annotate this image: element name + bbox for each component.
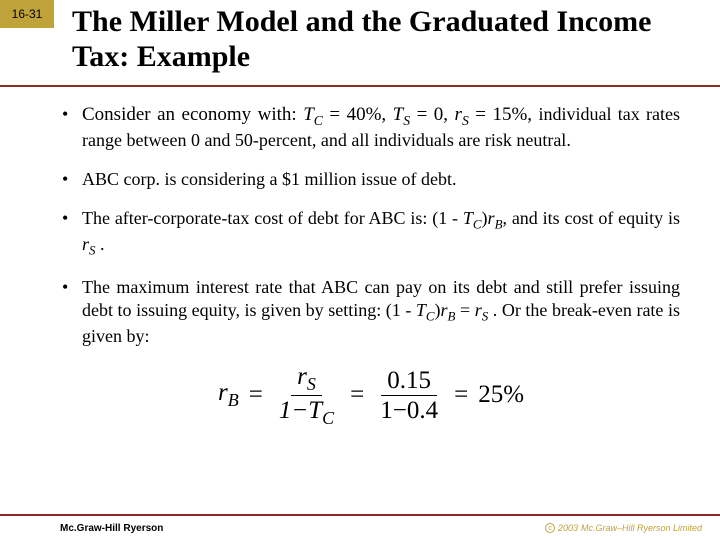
fraction-numeric: 0.15 1−0.4	[374, 368, 444, 423]
b4-mid2: =	[455, 300, 474, 320]
bullet-1: Consider an economy with: TC = 40%, TS =…	[62, 103, 680, 152]
frac2-num: 0.15	[381, 368, 437, 396]
footer-right-text: Mc.Graw–Hill Ryerson Limited	[581, 523, 702, 533]
f1-num-sub: S	[307, 374, 316, 394]
b1-ts-sym: T	[393, 104, 404, 125]
b3-tc-sym: T	[463, 208, 473, 228]
b1-tc-val: = 40%,	[323, 104, 393, 125]
formula-lhs: rB	[218, 379, 239, 411]
b1-rs-sym: r	[455, 104, 462, 125]
bullet-4: The maximum interest rate that ABC can p…	[62, 276, 680, 348]
b3-rs-sym: r	[82, 234, 89, 254]
b4-tc-sym: T	[416, 300, 426, 320]
b3-tail: .	[96, 234, 105, 254]
b3-rb-sym: r	[488, 208, 495, 228]
formula-region: rB = rS 1−TC = 0.15 1−0.4 = 25%	[62, 364, 680, 427]
b1-rs-sub: S	[462, 113, 469, 128]
footer-year: 2003	[558, 523, 578, 533]
break-even-formula: rB = rS 1−TC = 0.15 1−0.4 = 25%	[218, 364, 524, 427]
formula-result: 25%	[478, 381, 524, 409]
slide-number-badge: 16-31	[0, 0, 54, 28]
b1-rs-val: = 15%,	[469, 104, 539, 125]
f1-den-pre: 1−	[279, 397, 308, 424]
eq-2: =	[346, 381, 368, 409]
b4-rs-sym: r	[475, 300, 482, 320]
bullet-1-lead: Consider an economy with:	[82, 104, 303, 125]
b1-tc-sub: C	[314, 113, 323, 128]
slide-number: 16-31	[12, 7, 43, 21]
b1-ts-val: = 0,	[410, 104, 454, 125]
title-area: The Miller Model and the Graduated Incom…	[0, 0, 720, 81]
lhs-r: r	[218, 379, 228, 406]
b3-lead: The after-corporate-tax cost of debt for…	[82, 208, 463, 228]
b1-tc-sym: T	[303, 104, 314, 125]
b3-tc-sub: C	[473, 217, 482, 232]
f1-num-r: r	[297, 363, 307, 390]
content-area: Consider an economy with: TC = 40%, TS =…	[0, 87, 720, 427]
b3-mid2: , and its cost of equity is	[502, 208, 680, 228]
footer: Mc.Graw-Hill Ryerson c 2003 Mc.Graw–Hill…	[0, 514, 720, 540]
eq-1: =	[245, 381, 267, 409]
footer-copyright: c 2003 Mc.Graw–Hill Ryerson Limited	[545, 523, 702, 533]
bullet-2: ABC corp. is considering a $1 million is…	[62, 168, 680, 191]
page-title: The Miller Model and the Graduated Incom…	[72, 4, 690, 75]
bullet-3: The after-corporate-tax cost of debt for…	[62, 207, 680, 259]
lhs-sub: B	[228, 390, 239, 410]
b4-rb-sym: r	[441, 300, 448, 320]
eq-3: =	[450, 381, 472, 409]
f1-den-sub: C	[322, 408, 334, 428]
frac1-num: rS	[291, 364, 322, 396]
f1-den-t: T	[308, 397, 322, 424]
footer-publisher: Mc.Graw-Hill Ryerson	[60, 523, 163, 534]
frac1-den: 1−TC	[273, 396, 340, 427]
copyright-icon: c	[545, 523, 555, 533]
fraction-symbolic: rS 1−TC	[273, 364, 340, 427]
b4-tc-sub: C	[426, 308, 435, 323]
frac2-den: 1−0.4	[374, 396, 444, 423]
